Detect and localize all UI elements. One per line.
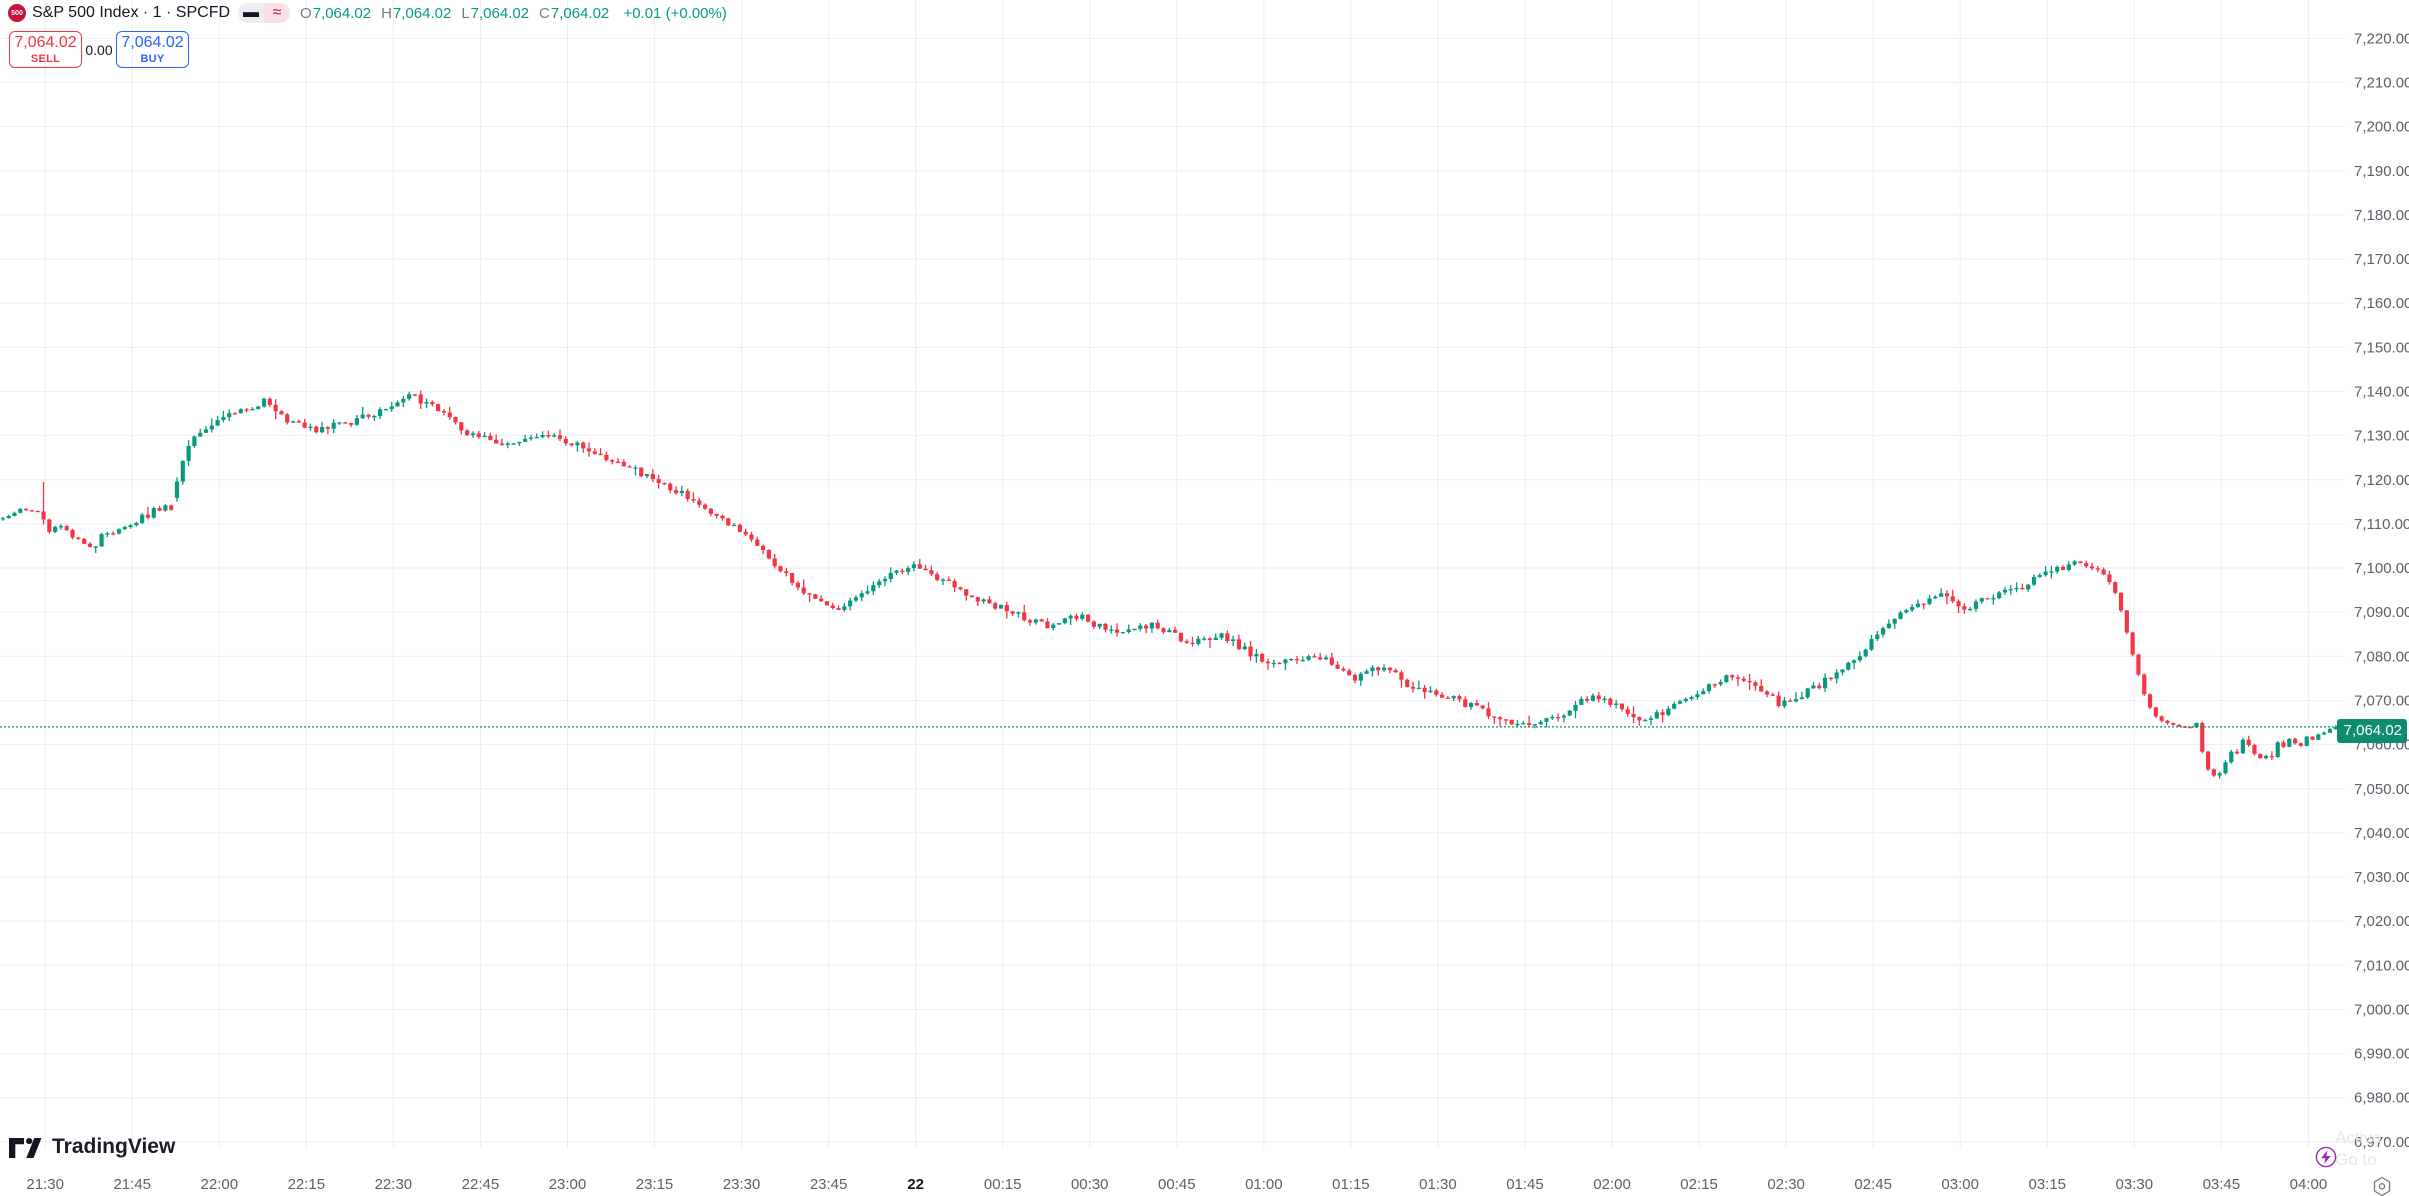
svg-text:03:00: 03:00 <box>1941 1176 1979 1193</box>
svg-text:00:45: 00:45 <box>1158 1176 1196 1193</box>
svg-text:01:45: 01:45 <box>1506 1176 1544 1193</box>
svg-text:7,080.00: 7,080.00 <box>2354 648 2409 665</box>
svg-text:22:45: 22:45 <box>462 1176 500 1193</box>
svg-text:6,990.00: 6,990.00 <box>2354 1046 2409 1063</box>
svg-text:7,070.00: 7,070.00 <box>2354 692 2409 709</box>
svg-text:22:00: 22:00 <box>201 1176 239 1193</box>
svg-text:00:30: 00:30 <box>1071 1176 1109 1193</box>
svg-text:01:15: 01:15 <box>1332 1176 1370 1193</box>
svg-text:21:30: 21:30 <box>26 1176 64 1193</box>
svg-text:23:45: 23:45 <box>810 1176 848 1193</box>
svg-text:7,200.00: 7,200.00 <box>2354 119 2409 136</box>
svg-text:7,000.00: 7,000.00 <box>2354 1001 2409 1018</box>
svg-text:7,010.00: 7,010.00 <box>2354 957 2409 974</box>
svg-text:7,170.00: 7,170.00 <box>2354 251 2409 268</box>
svg-text:03:30: 03:30 <box>2116 1176 2154 1193</box>
svg-text:02:15: 02:15 <box>1680 1176 1718 1193</box>
svg-text:7,130.00: 7,130.00 <box>2354 428 2409 445</box>
svg-text:7,050.00: 7,050.00 <box>2354 781 2409 798</box>
svg-text:7,110.00: 7,110.00 <box>2354 516 2409 533</box>
svg-text:23:30: 23:30 <box>723 1176 761 1193</box>
svg-text:02:45: 02:45 <box>1854 1176 1892 1193</box>
svg-text:7,040.00: 7,040.00 <box>2354 825 2409 842</box>
svg-text:23:00: 23:00 <box>549 1176 587 1193</box>
svg-text:7,020.00: 7,020.00 <box>2354 913 2409 930</box>
svg-text:03:45: 03:45 <box>2203 1176 2241 1193</box>
svg-text:04:00: 04:00 <box>2290 1176 2328 1193</box>
svg-text:7,100.00: 7,100.00 <box>2354 560 2409 577</box>
svg-text:7,150.00: 7,150.00 <box>2354 339 2409 356</box>
svg-text:7,210.00: 7,210.00 <box>2354 75 2409 92</box>
svg-text:7,220.00: 7,220.00 <box>2354 30 2409 47</box>
svg-text:02:00: 02:00 <box>1593 1176 1631 1193</box>
svg-text:03:15: 03:15 <box>2028 1176 2066 1193</box>
svg-text:01:30: 01:30 <box>1419 1176 1457 1193</box>
svg-text:23:15: 23:15 <box>636 1176 674 1193</box>
svg-text:7,180.00: 7,180.00 <box>2354 207 2409 224</box>
svg-text:7,140.00: 7,140.00 <box>2354 384 2409 401</box>
svg-text:7,090.00: 7,090.00 <box>2354 604 2409 621</box>
svg-text:6,980.00: 6,980.00 <box>2354 1090 2409 1107</box>
svg-text:7,030.00: 7,030.00 <box>2354 869 2409 886</box>
svg-text:7,160.00: 7,160.00 <box>2354 295 2409 312</box>
svg-text:00:15: 00:15 <box>984 1176 1022 1193</box>
svg-text:02:30: 02:30 <box>1767 1176 1805 1193</box>
svg-text:7,190.00: 7,190.00 <box>2354 163 2409 180</box>
svg-text:7,120.00: 7,120.00 <box>2354 472 2409 489</box>
svg-text:22:15: 22:15 <box>288 1176 326 1193</box>
svg-text:22: 22 <box>907 1176 924 1193</box>
svg-text:21:45: 21:45 <box>113 1176 151 1193</box>
svg-text:22:30: 22:30 <box>375 1176 413 1193</box>
svg-text:01:00: 01:00 <box>1245 1176 1283 1193</box>
